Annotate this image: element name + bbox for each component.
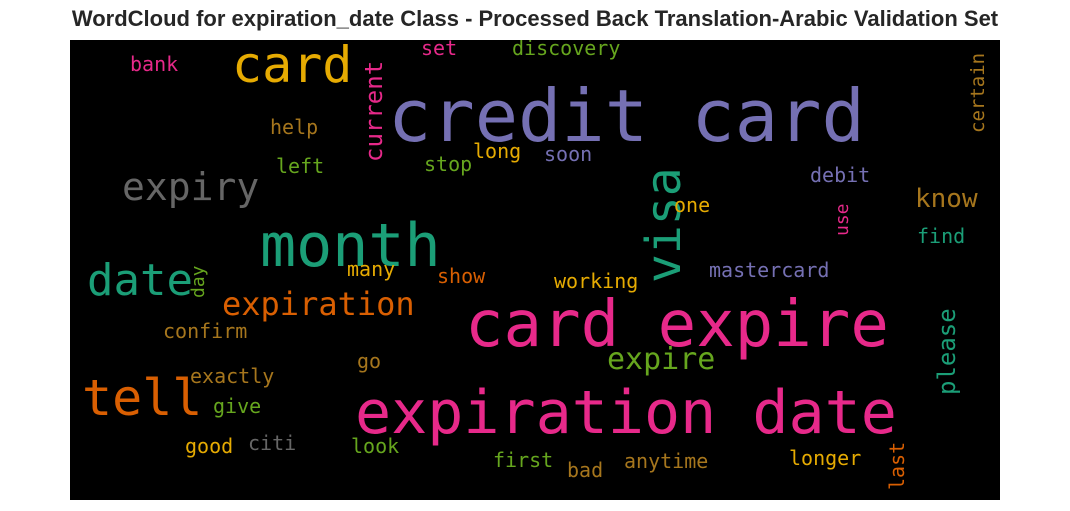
word-visa: visa — [636, 167, 692, 283]
word-expiration: expiration — [222, 285, 415, 323]
word-use: use — [832, 203, 853, 236]
word-card: card — [232, 40, 353, 94]
word-confirm: confirm — [163, 319, 248, 343]
word-mastercard: mastercard — [709, 258, 830, 282]
word-soon: soon — [544, 142, 593, 166]
word-good: good — [185, 434, 234, 458]
word-certain: certain — [967, 52, 989, 133]
word-expiration-date: expiration date — [355, 378, 897, 448]
word-bad: bad — [567, 458, 604, 482]
word-last: last — [885, 441, 909, 490]
word-discovery: discovery — [512, 40, 621, 60]
word-anytime: anytime — [624, 449, 709, 473]
word-go: go — [357, 349, 382, 373]
word-citi: citi — [248, 431, 297, 455]
word-exactly: exactly — [190, 364, 275, 388]
word-one: one — [674, 193, 711, 217]
word-please: please — [933, 308, 961, 395]
word-longer: longer — [789, 446, 862, 470]
word-bank: bank — [130, 52, 179, 76]
word-card-expire: card expire — [465, 288, 889, 362]
word-month: month — [260, 211, 441, 281]
word-left: left — [276, 154, 325, 178]
word-give: give — [213, 394, 262, 418]
word-many: many — [347, 257, 396, 281]
word-date: date — [87, 255, 193, 306]
page-title: WordCloud for expiration_date Class - Pr… — [71, 6, 999, 31]
word-working: working — [554, 269, 639, 293]
word-find: find — [917, 224, 966, 248]
word-expire: expire — [607, 342, 716, 377]
word-help: help — [270, 115, 319, 139]
word-credit-card: credit card — [388, 74, 865, 158]
word-long: long — [473, 139, 522, 163]
word-expiry: expiry — [122, 165, 260, 209]
word-know: know — [915, 184, 978, 214]
word-set: set — [421, 40, 458, 60]
word-show: show — [437, 264, 486, 288]
word-stop: stop — [424, 152, 473, 176]
word-look: look — [351, 434, 400, 458]
word-day: day — [188, 265, 209, 298]
word-tell: tell — [82, 369, 203, 427]
word-cloud: credit card card expire expiration date … — [70, 40, 1000, 500]
word-current: current — [360, 60, 388, 162]
word-first: first — [493, 448, 554, 472]
word-debit: debit — [810, 163, 871, 187]
